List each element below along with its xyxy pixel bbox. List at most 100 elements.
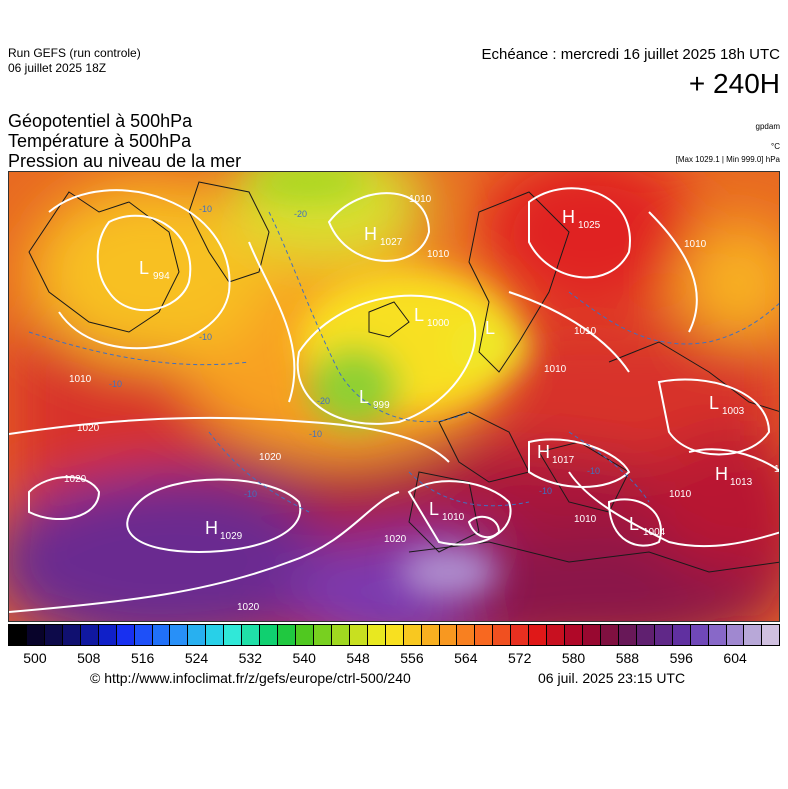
colorbar-swatch	[726, 625, 745, 645]
isobar-label: 1020	[64, 474, 87, 485]
center-value: 1025	[578, 220, 601, 231]
center-letter: L	[485, 318, 495, 338]
center-letter: L	[629, 514, 639, 534]
pressure-range: [Max 1029.1 | Min 999.0] hPa	[675, 155, 780, 164]
center-letter: L	[359, 387, 369, 407]
colorbar	[8, 624, 780, 646]
colorbar-swatch	[9, 625, 27, 645]
pressure-center: L 1004	[629, 514, 666, 538]
colorbar-swatch	[565, 625, 583, 645]
legend-geopotential: Géopotentiel à 500hPa	[8, 111, 193, 131]
colorbar-swatch	[242, 625, 261, 645]
colorbar-swatch	[529, 625, 548, 645]
pressure-center: L 999	[359, 387, 390, 411]
center-value: 1029	[220, 531, 243, 542]
colorbar-swatch	[439, 625, 458, 645]
colorbar-swatch	[690, 625, 709, 645]
pressure-center: H 1017	[537, 442, 575, 466]
colorbar-swatch	[636, 625, 655, 645]
colorbar-tick-label: 540	[292, 650, 316, 666]
colorbar-swatch	[44, 625, 63, 645]
pressure-center: H 1025	[562, 207, 601, 231]
run-title: Run GEFS (run controle)	[8, 46, 141, 60]
colorbar-swatch	[367, 625, 386, 645]
colorbar-swatch	[511, 625, 530, 645]
isotherm-label: -10	[109, 379, 122, 389]
colorbar-tick-label: 588	[615, 650, 640, 666]
colorbar-tick-label: 548	[346, 650, 370, 666]
isobar-label: 1010	[409, 194, 432, 205]
isotherm-label: -20	[294, 209, 307, 219]
colorbar-swatch	[116, 625, 135, 645]
pressure-center: H 1027	[364, 224, 403, 248]
center-letter: H	[562, 207, 575, 227]
center-value: 1027	[380, 237, 403, 248]
colorbar-swatch	[224, 625, 243, 645]
center-letter: L	[709, 393, 719, 413]
center-value: 999	[373, 400, 390, 411]
colorbar-swatch	[134, 625, 153, 645]
colorbar-swatch	[493, 625, 512, 645]
center-value: 1017	[552, 455, 575, 466]
colorbar-swatch	[385, 625, 404, 645]
colorbar-tick-label: 604	[723, 650, 747, 666]
colorbar-swatch	[296, 625, 314, 645]
colorbar-swatch	[80, 625, 99, 645]
colorbar-swatch	[349, 625, 368, 645]
center-letter: H	[715, 464, 728, 484]
isotherm-label: -10	[539, 486, 552, 496]
isobar-label: 1020	[384, 534, 407, 545]
colorbar-swatch	[654, 625, 673, 645]
pressure-centers: L 994 H 1027 H 1025 L 1000 L L 999 L 1003 H 101…	[139, 207, 753, 542]
isotherms	[28, 211, 779, 513]
isobars	[9, 187, 779, 613]
isobar-label-group: 1020 1020 1020 1020 1020 1010 1010 1010 …	[64, 194, 779, 613]
colorbar-swatch	[672, 625, 691, 645]
center-value: 1013	[730, 477, 753, 488]
colorbar-swatch	[457, 625, 476, 645]
isotherm-label: -20	[317, 396, 330, 406]
isobar-label: 1020	[237, 602, 260, 613]
colorbar-swatch	[475, 625, 494, 645]
legend-pressure: Pression au niveau de la mer	[8, 151, 242, 171]
colorbar-swatch	[260, 625, 279, 645]
center-value: 994	[153, 271, 170, 282]
pressure-center: H 1013	[715, 464, 753, 488]
colorbar-swatch	[331, 625, 350, 645]
center-letter: H	[537, 442, 550, 462]
isotherm-label: -10	[309, 429, 322, 439]
pressure-center: L 1003	[709, 393, 745, 417]
colorbar-swatch	[313, 625, 332, 645]
center-value: 1003	[722, 406, 745, 417]
colorbar-tick-label: 524	[184, 650, 209, 666]
colorbar-swatch	[403, 625, 422, 645]
isobar-label: 1010	[574, 326, 597, 337]
isobar-label: 1020	[77, 423, 100, 434]
colorbar-swatch	[152, 625, 171, 645]
isotherm-label: -10	[244, 489, 257, 499]
colorbar-swatch	[547, 625, 566, 645]
geopotential-field	[9, 172, 779, 621]
pressure-center: L 994	[139, 258, 170, 282]
pressure-center: H 1029	[205, 518, 243, 542]
generated-time: 06 juil. 2025 23:15 UTC	[538, 670, 686, 686]
colorbar-tick-label: 572	[507, 650, 532, 666]
colorbar-swatch	[708, 625, 727, 645]
isobar-label: 1010	[69, 374, 92, 385]
isobar-label: 1010	[544, 364, 567, 375]
colorbar-tick-label: 500	[23, 650, 47, 666]
run-date: 06 juillet 2025 18Z	[8, 61, 107, 75]
center-value: 1004	[643, 527, 666, 538]
unit-temperature: °C	[771, 142, 780, 151]
weather-map: 1020 1020 1020 1020 1020 1010 1010 1010 …	[8, 171, 780, 622]
colorbar-swatch	[421, 625, 440, 645]
colorbar-tick-label: 532	[238, 650, 263, 666]
colorbar-swatch	[170, 625, 189, 645]
isotherm-label: -10	[587, 466, 600, 476]
forecast-valid-time: Echéance : mercredi 16 juillet 2025 18h …	[481, 46, 781, 63]
isotherm-label-group: -10 -20 -10 -10 -20 -10 -10 -10 -10	[109, 204, 600, 499]
colorbar-tick-label: 508	[77, 650, 101, 666]
pressure-center: L	[485, 318, 495, 338]
credit-link[interactable]: © http://www.infoclimat.fr/z/gefs/europe…	[90, 670, 411, 686]
isobar-label: 1010	[427, 249, 450, 260]
